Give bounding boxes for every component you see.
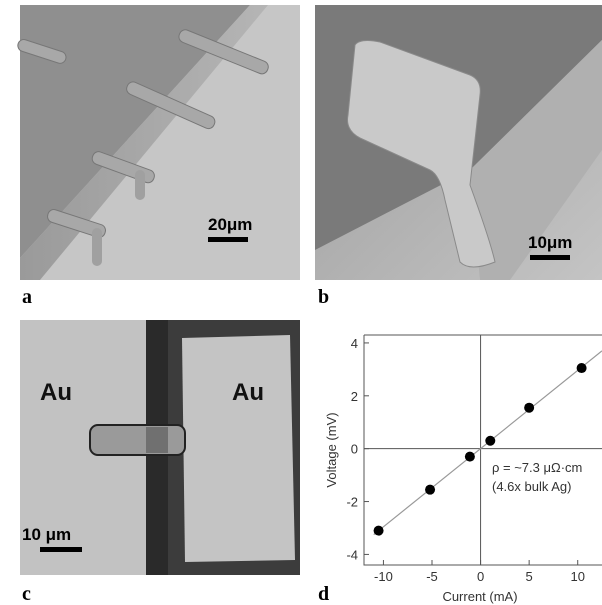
y-tick-label: -2 <box>346 495 358 510</box>
x-tick-label: 0 <box>477 569 484 584</box>
panel-b-image: 10μm <box>315 5 602 280</box>
axis-frame <box>364 335 602 565</box>
y-tick-label: 2 <box>351 389 358 404</box>
scale-bar-label: 10μm <box>528 233 572 252</box>
annotation: Au <box>40 379 72 406</box>
x-tick-label: -5 <box>426 569 438 584</box>
data-point <box>577 363 587 373</box>
scale-bar-label: 10 μm <box>22 525 71 544</box>
data-point <box>374 526 384 536</box>
annotation: ρ = ~7.3 μΩ·cm <box>492 460 582 475</box>
panel-c-image: Au Au 10 μm <box>20 320 300 575</box>
x-axis-label: Current (mA) <box>442 589 517 604</box>
figure: 20μm a 10μm b Au Au 10 μm c d Current (m… <box>0 0 602 605</box>
data-point <box>485 436 495 446</box>
y-axis-label: Voltage (mV) <box>324 412 339 487</box>
panel-label: c <box>22 583 31 605</box>
data-point <box>465 452 475 462</box>
y-tick-label: 0 <box>351 442 358 457</box>
annotation: (4.6x bulk Ag) <box>492 479 572 494</box>
data-point <box>425 485 435 495</box>
scale-bar-label: 20μm <box>208 215 252 234</box>
panel-a-image: 20μm <box>16 5 300 280</box>
panel-label: d <box>318 583 329 605</box>
annotation: Au <box>232 379 264 406</box>
x-tick-label: 5 <box>526 569 533 584</box>
y-tick-label: 4 <box>351 336 358 351</box>
data-point <box>524 403 534 413</box>
y-tick-label: -4 <box>346 547 358 562</box>
x-tick-label: 10 <box>570 569 584 584</box>
x-tick-label: -10 <box>374 569 393 584</box>
panel-label: b <box>318 286 329 308</box>
panel-label: a <box>22 286 32 308</box>
